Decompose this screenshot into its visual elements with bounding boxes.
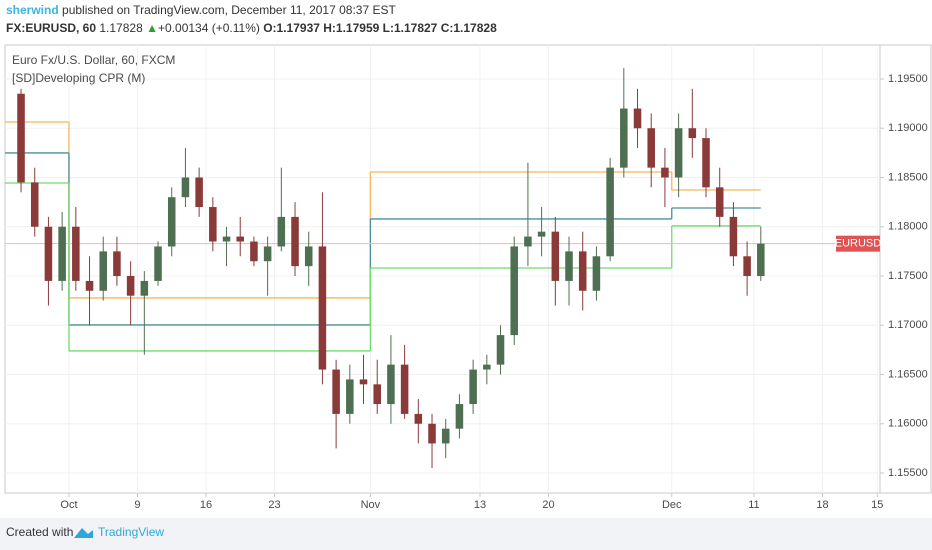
candle-body	[428, 423, 436, 444]
candle-body	[167, 197, 176, 247]
candle-body	[222, 236, 231, 242]
low: L:1.17827	[383, 21, 438, 35]
y-tick-label: 1.19500	[888, 73, 928, 85]
y-tick-label: 1.18500	[888, 171, 928, 183]
y-tick-label: 1.15500	[888, 467, 928, 479]
candle-body	[702, 138, 710, 188]
y-tick-label: 1.16000	[888, 418, 928, 430]
y-tick-label: 1.16500	[888, 368, 928, 380]
x-tick-label: Nov	[361, 499, 381, 511]
candle-body	[58, 226, 66, 281]
candle-body	[113, 251, 121, 276]
candle-body	[743, 256, 751, 276]
candle-body	[592, 256, 601, 291]
chart-frame	[4, 44, 932, 494]
plot	[5, 68, 880, 469]
candle-body	[510, 246, 518, 336]
candle-body	[496, 335, 505, 365]
indicator-name: [SD]Developing CPR (M)	[12, 71, 145, 85]
candle-body	[578, 251, 587, 291]
candle-body	[30, 182, 39, 227]
candle-body	[195, 177, 203, 208]
candle-body	[551, 231, 560, 281]
candle-body	[154, 246, 162, 281]
candle-body	[715, 187, 724, 217]
y-tick-label: 1.17500	[888, 270, 928, 282]
candle-body	[332, 369, 340, 414]
candle-body	[387, 364, 395, 405]
candle-body	[537, 231, 546, 237]
candle-body	[606, 167, 614, 257]
symbol: FX:EURUSD, 60	[6, 21, 96, 35]
quote-line: FX:EURUSD, 60 1.17828 ▲+0.00134 (+0.11%)…	[6, 21, 497, 35]
x-tick-label: 11	[748, 499, 759, 511]
x-tick-label: 20	[542, 499, 554, 511]
y-tick-label: 1.19000	[888, 122, 928, 134]
x-tick-label: 23	[268, 499, 280, 511]
x-tick-label: 16	[200, 499, 212, 511]
price-label-box	[836, 235, 880, 252]
candle-body	[318, 246, 327, 370]
brand-logo	[74, 528, 93, 538]
last: 1.17828	[99, 21, 143, 35]
candle-body	[236, 236, 244, 242]
y-tick-label: 1.18000	[888, 221, 928, 233]
candle-body	[524, 236, 532, 247]
candle-body	[620, 108, 628, 168]
candle-body	[688, 128, 697, 139]
close: C:1.17828	[441, 21, 497, 35]
footer-brand[interactable]: TradingView	[98, 525, 164, 539]
candle-body	[455, 404, 464, 429]
x-tick-label: 15	[871, 499, 883, 511]
x-tick-label: 18	[816, 499, 828, 511]
candle-body	[729, 216, 738, 257]
candle-body	[647, 128, 655, 168]
candle-body	[99, 251, 107, 291]
author[interactable]: sherwind	[6, 3, 59, 17]
candle-body	[661, 167, 669, 178]
candle-body	[373, 384, 381, 405]
candle-body	[140, 280, 149, 296]
candle-body	[250, 241, 258, 262]
candle-body	[757, 243, 765, 276]
candle-body	[85, 280, 94, 291]
candle-body	[181, 177, 190, 198]
change: +0.00134 (+0.11%)	[158, 21, 260, 35]
x-tick-label: Oct	[60, 499, 77, 511]
header-line: sherwind published on TradingView.com, D…	[6, 3, 396, 17]
candle-body	[263, 246, 272, 262]
footer-bar	[0, 518, 932, 550]
candle-body	[400, 364, 409, 414]
candle-body	[483, 364, 491, 370]
published: published on TradingView.com, December 1…	[62, 3, 396, 17]
candle-body	[414, 413, 423, 424]
candle-body	[674, 128, 683, 178]
candle-body	[359, 379, 368, 385]
candle-body	[17, 93, 25, 183]
candle-body	[277, 216, 286, 247]
candle-body	[72, 226, 80, 281]
candle-body	[633, 108, 642, 129]
up-arrow: ▲	[146, 21, 158, 35]
candle-body	[291, 216, 299, 267]
open: O:1.17937	[263, 21, 320, 35]
candle-body	[565, 251, 573, 281]
price-label: EURUSD	[835, 238, 882, 250]
candle-body	[304, 246, 313, 267]
candle-body	[126, 275, 135, 296]
x-tick-label: Dec	[662, 499, 682, 511]
candle-body	[441, 428, 450, 444]
footer-created: Created with	[6, 525, 73, 539]
high: H:1.17959	[323, 21, 379, 35]
x-tick-label: 9	[134, 499, 140, 511]
candle-body	[346, 379, 354, 414]
candle-body	[209, 207, 217, 242]
x-tick-label: 13	[474, 499, 486, 511]
chart-title: Euro Fx/U.S. Dollar, 60, FXCM	[12, 53, 175, 67]
candle-body	[44, 226, 53, 281]
y-tick-label: 1.17000	[888, 319, 928, 331]
candle-body	[469, 369, 477, 405]
